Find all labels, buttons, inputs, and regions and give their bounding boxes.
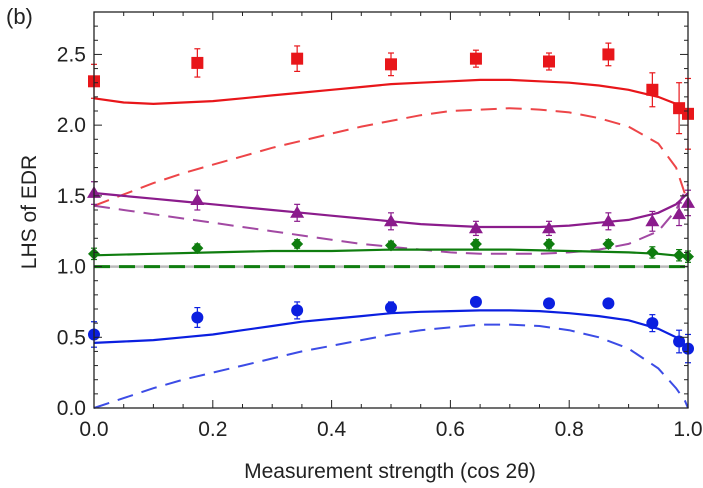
data-point — [191, 311, 204, 324]
data-point — [384, 214, 398, 227]
solid-theory-curve — [93, 309, 689, 349]
data-point — [543, 297, 556, 310]
x-tick-label: 0.6 — [436, 418, 465, 441]
dashed-theory-curve — [93, 107, 689, 207]
solid-theory-curve — [93, 248, 689, 258]
data-point — [290, 205, 305, 218]
dashed-theory-curve — [93, 323, 689, 409]
data-point — [646, 83, 659, 96]
x-tick-label: 0.8 — [555, 418, 584, 441]
y-axis-title: LHS of EDR — [18, 155, 41, 269]
data-point — [291, 304, 304, 317]
y-tick-label: 1.5 — [57, 185, 86, 208]
y-tick-label: 2.5 — [57, 43, 86, 66]
data-point — [673, 249, 686, 262]
data-point — [645, 214, 660, 227]
data-point — [385, 239, 397, 252]
data-point — [191, 242, 204, 255]
data-point — [602, 237, 615, 250]
x-axis-title: Measurement strength (cos 2θ) — [244, 460, 536, 483]
data-point — [672, 207, 687, 220]
data-point — [469, 295, 482, 308]
data-point — [385, 58, 397, 71]
data-point — [291, 52, 304, 65]
x-tick-label: 0.0 — [79, 418, 108, 441]
y-tick-label: 1.0 — [57, 256, 86, 279]
y-tick-label: 0.0 — [57, 397, 86, 420]
data-point — [191, 56, 204, 69]
data-point — [601, 214, 616, 227]
data-point — [646, 246, 659, 259]
solid-theory-curve — [93, 78, 689, 112]
data-point — [385, 301, 397, 314]
data-point — [291, 237, 304, 250]
x-tick-label: 1.0 — [673, 418, 702, 441]
data-point — [602, 297, 615, 310]
data-point — [542, 221, 557, 234]
data-point — [469, 52, 482, 65]
x-tick-label: 0.4 — [317, 418, 347, 441]
panel-label: (b) — [6, 4, 33, 29]
plot-area: 0.0 0.2 0.4 0.6 0.8 1.0 0.0 0.5 1.0 1.5 2.0 2.5 — [57, 11, 703, 441]
y-tick-label: 0.5 — [57, 326, 86, 349]
data-point — [190, 193, 205, 205]
data-point — [602, 48, 615, 61]
data-point — [469, 237, 482, 250]
data-point — [673, 335, 686, 348]
x-tick-label: 0.2 — [198, 418, 227, 441]
dashed-theory-curve — [93, 184, 689, 255]
data-point — [646, 317, 659, 330]
data-point — [543, 237, 556, 250]
data-point — [543, 55, 556, 68]
y-tick-label: 2.0 — [57, 114, 86, 137]
data-point — [468, 221, 483, 234]
